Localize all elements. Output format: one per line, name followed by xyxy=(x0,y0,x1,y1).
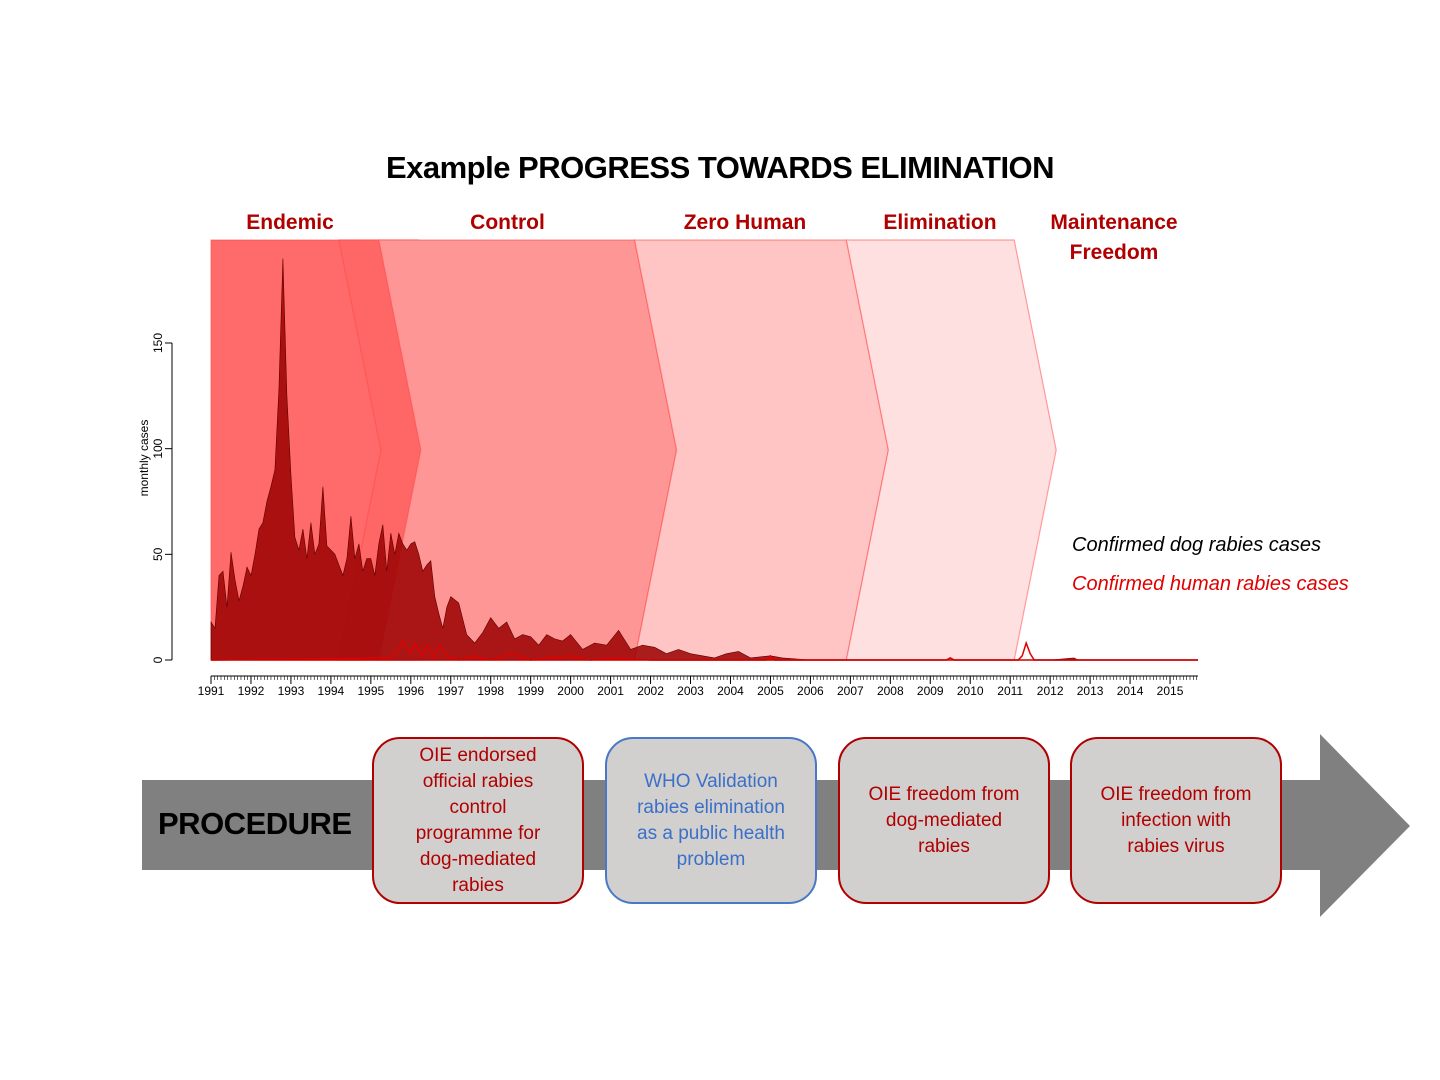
procedure-step-oie-freedom-dog-mediated: OIE freedom from dog-mediated rabies xyxy=(838,737,1050,904)
x-tick-label-2006: 2006 xyxy=(797,684,824,698)
legend-human-cases: Confirmed human rabies cases xyxy=(1072,573,1349,595)
x-tick-label-2000: 2000 xyxy=(557,684,584,698)
x-tick-label-2008: 2008 xyxy=(877,684,904,698)
x-tick-label-2002: 2002 xyxy=(637,684,664,698)
phase-label-maintenance-freedom: Maintenance Freedom xyxy=(1050,211,1178,264)
x-tick-label-2007: 2007 xyxy=(837,684,864,698)
procedure-step-oie-control-programme: OIE endorsed official rabies control pro… xyxy=(372,737,584,904)
x-tick-label-1994: 1994 xyxy=(318,684,345,698)
x-tick-label-1997: 1997 xyxy=(437,684,464,698)
x-tick-label-1998: 1998 xyxy=(477,684,504,698)
x-tick-label-2009: 2009 xyxy=(917,684,944,698)
phase-label-elimination: Elimination xyxy=(883,211,997,234)
x-tick-label-2003: 2003 xyxy=(677,684,704,698)
x-tick-label-2011: 2011 xyxy=(997,684,1023,698)
page-title: Example PROGRESS TOWARDS ELIMINATION xyxy=(385,150,1055,185)
phase-label-control: Control xyxy=(470,211,545,234)
dog-cases-area xyxy=(210,258,1198,661)
x-tick-label-2001: 2001 xyxy=(597,684,624,698)
y-axis-label: monthly cases xyxy=(137,420,151,497)
x-tick-label-2005: 2005 xyxy=(757,684,784,698)
phase-label-endemic: Endemic xyxy=(246,211,334,234)
x-tick-label-2010: 2010 xyxy=(957,684,984,698)
x-tick-label-2004: 2004 xyxy=(717,684,744,698)
y-tick-label-100: 100 xyxy=(151,438,165,458)
x-tick-label-1999: 1999 xyxy=(517,684,544,698)
procedure-step-oie-freedom-infection: OIE freedom from infection with rabies v… xyxy=(1070,737,1282,904)
x-tick-label-1991: 1991 xyxy=(198,684,225,698)
x-tick-label-1996: 1996 xyxy=(397,684,424,698)
y-tick-label-150: 150 xyxy=(151,333,165,353)
x-tick-label-1992: 1992 xyxy=(238,684,265,698)
x-tick-label-2013: 2013 xyxy=(1077,684,1104,698)
x-tick-label-2012: 2012 xyxy=(1037,684,1064,698)
y-tick-label-0: 0 xyxy=(151,656,165,663)
x-tick-label-2015: 2015 xyxy=(1157,684,1184,698)
procedure-step-who-validation: WHO Validation rabies elimination as a p… xyxy=(605,737,817,904)
x-tick-label-1993: 1993 xyxy=(278,684,305,698)
y-tick-label-50: 50 xyxy=(151,547,165,561)
rabies-cases-chart: 0 50 100 150 monthly cases 1991 1992 1993 1994 19… xyxy=(137,239,1198,698)
legend-dog-cases: Confirmed dog rabies cases xyxy=(1072,534,1322,556)
x-tick-label-1995: 1995 xyxy=(357,684,384,698)
procedure-label: PROCEDURE xyxy=(158,806,352,841)
x-tick-label-2014: 2014 xyxy=(1117,684,1144,698)
